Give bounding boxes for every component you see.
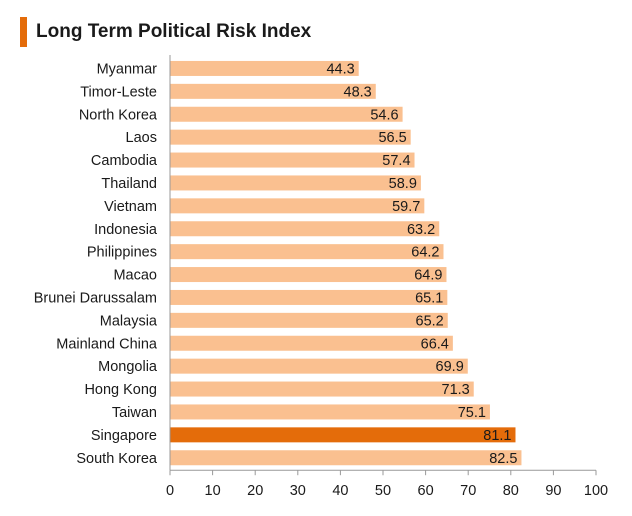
value-label-north-korea: 54.6 xyxy=(370,107,398,123)
category-label-brunei-darussalam: Brunei Darussalam xyxy=(34,290,157,306)
value-label-laos: 56.5 xyxy=(378,130,406,146)
x-tick-label-80: 80 xyxy=(503,483,519,499)
x-tick-label-100: 100 xyxy=(584,483,608,499)
value-label-macao: 64.9 xyxy=(414,268,442,284)
category-label-cambodia: Cambodia xyxy=(91,153,158,169)
x-axis: 0 10 20 30 40 50 60 70 80 90 100 xyxy=(166,55,608,499)
x-tick-label-90: 90 xyxy=(545,483,561,499)
bar-brunei-darussalam xyxy=(170,289,448,305)
x-tick-label-10: 10 xyxy=(205,483,221,499)
category-label-indonesia: Indonesia xyxy=(94,222,158,238)
value-label-myanmar: 44.3 xyxy=(326,61,354,77)
bar-mainland-china xyxy=(170,335,453,351)
category-label-hong-kong: Hong Kong xyxy=(84,382,157,398)
bar-mongolia xyxy=(170,358,468,374)
bar-north-korea xyxy=(170,106,403,122)
x-tick-label-30: 30 xyxy=(290,483,306,499)
category-label-singapore: Singapore xyxy=(91,428,157,444)
category-label-south-korea: South Korea xyxy=(76,451,158,467)
bar-singapore xyxy=(170,427,516,443)
value-label-singapore: 81.1 xyxy=(483,428,511,444)
category-label-taiwan: Taiwan xyxy=(112,405,157,421)
bar-timor-leste xyxy=(170,83,376,99)
value-label-south-korea: 82.5 xyxy=(489,451,517,467)
category-label-thailand: Thailand xyxy=(101,176,157,192)
value-label-indonesia: 63.2 xyxy=(407,222,435,238)
value-label-thailand: 58.9 xyxy=(389,176,417,192)
chart-title: Long Term Political Risk Index xyxy=(36,21,312,42)
x-tick-label-0: 0 xyxy=(166,483,174,499)
bar-philippines xyxy=(170,244,444,260)
x-tick-label-20: 20 xyxy=(247,483,263,499)
category-label-myanmar: Myanmar xyxy=(97,61,158,77)
bar-macao xyxy=(170,267,447,283)
x-tick-label-70: 70 xyxy=(460,483,476,499)
category-label-timor-leste: Timor-Leste xyxy=(80,84,157,100)
value-label-timor-leste: 48.3 xyxy=(344,84,372,100)
value-label-mainland-china: 66.4 xyxy=(421,336,449,352)
x-tick-label-40: 40 xyxy=(332,483,348,499)
bar-myanmar xyxy=(170,60,359,76)
value-label-cambodia: 57.4 xyxy=(382,153,410,169)
bar-thailand xyxy=(170,175,421,191)
bars-group: Myanmar 44.3 Timor-Leste 48.3 North Korea 54.… xyxy=(34,60,522,467)
value-label-taiwan: 75.1 xyxy=(458,405,486,421)
bar-south-korea xyxy=(170,450,522,466)
value-label-mongolia: 69.9 xyxy=(436,359,464,375)
category-label-philippines: Philippines xyxy=(87,245,157,261)
category-label-malaysia: Malaysia xyxy=(100,313,158,329)
bar-malaysia xyxy=(170,312,448,328)
value-label-vietnam: 59.7 xyxy=(392,199,420,215)
x-tick-label-60: 60 xyxy=(418,483,434,499)
bar-taiwan xyxy=(170,404,490,420)
value-label-hong-kong: 71.3 xyxy=(442,382,470,398)
bar-indonesia xyxy=(170,221,440,237)
bar-laos xyxy=(170,129,411,145)
bar-cambodia xyxy=(170,152,415,168)
value-label-brunei-darussalam: 65.1 xyxy=(415,290,443,306)
category-label-vietnam: Vietnam xyxy=(104,199,157,215)
category-label-macao: Macao xyxy=(113,268,157,284)
category-label-mongolia: Mongolia xyxy=(98,359,158,375)
bar-hong-kong xyxy=(170,381,474,397)
bar-vietnam xyxy=(170,198,425,214)
x-tick-label-50: 50 xyxy=(375,483,391,499)
title-accent-bar xyxy=(20,17,27,47)
value-label-philippines: 64.2 xyxy=(411,245,439,261)
value-label-malaysia: 65.2 xyxy=(416,313,444,329)
category-label-mainland-china: Mainland China xyxy=(56,336,158,352)
category-label-laos: Laos xyxy=(126,130,157,146)
category-label-north-korea: North Korea xyxy=(79,107,158,123)
